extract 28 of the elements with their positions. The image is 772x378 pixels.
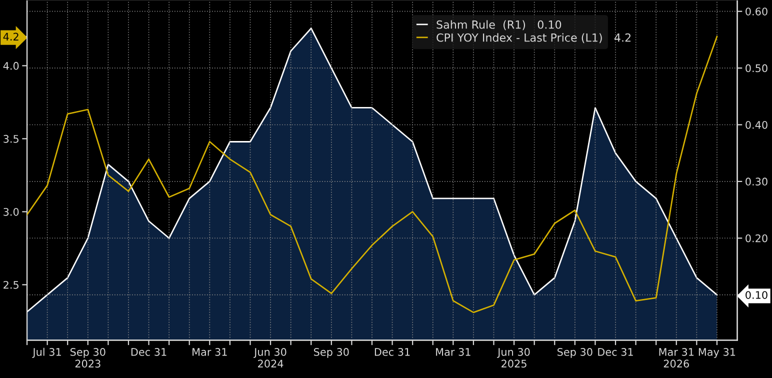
x-tick-label: Sep 30 — [558, 348, 592, 358]
y-tick-label: 4.2 — [3, 32, 18, 40]
legend-label: CPI YOY Index - Last Price (L1) — [436, 33, 602, 44]
text: 4.2 — [614, 33, 630, 42]
x-tick-label: Mar 31 2026 — [659, 348, 694, 368]
x-tick-label: Dec 31 — [131, 348, 166, 356]
x-tick-label: Jun 30 2025 — [497, 348, 530, 368]
y2-tick-label: 0.40 — [746, 120, 768, 129]
x-tick-label: Jun 30 2024 — [254, 348, 286, 368]
y-tick-label: 3.0 — [4, 208, 19, 216]
x-tick-label: Sep 30 2023 — [70, 348, 106, 368]
y2-tick-label: 0.50 — [746, 64, 768, 72]
x-tick-label: Dec 31 — [598, 348, 633, 356]
x-tick-label: May 31 — [698, 348, 736, 358]
x-tick-label: Mar 31 — [436, 348, 470, 356]
x-tick-label: Dec 31 — [374, 348, 410, 356]
y2-tick-label: 0.30 — [746, 178, 768, 186]
legend-label: Sahm Rule (R1) — [436, 20, 526, 30]
y-tick-label: 2.5 — [4, 280, 18, 289]
x-tick-label: Jul 31 — [32, 348, 61, 358]
y2-tick-label: 0.20 — [746, 234, 768, 242]
y2-tick-label: 0.10 — [746, 291, 768, 299]
y-tick-label: 4.0 — [3, 62, 19, 70]
x-tick-label: Mar 31 — [192, 348, 227, 356]
y2-tick-label: 0.60 — [746, 8, 768, 16]
y-tick-label: 3.5 — [4, 134, 18, 143]
text: 0.10 — [538, 20, 562, 29]
x-tick-label: Sep 30 — [314, 348, 349, 358]
